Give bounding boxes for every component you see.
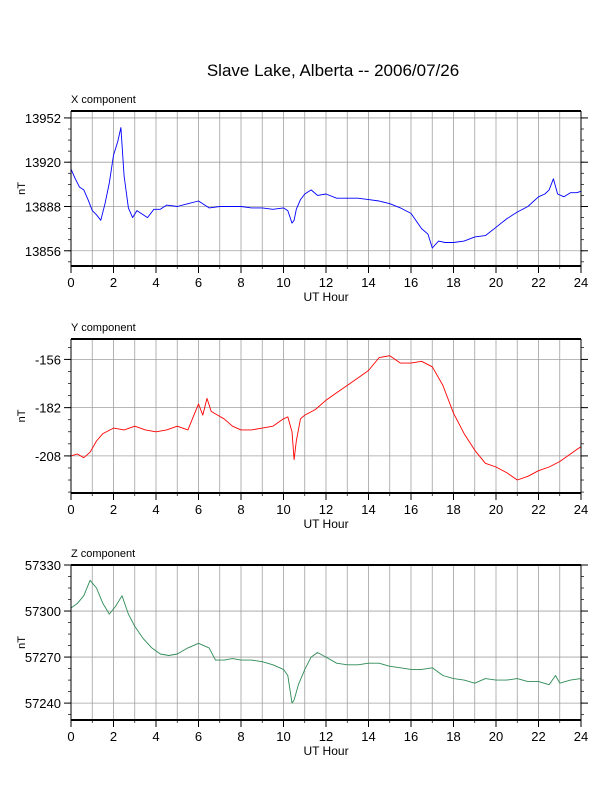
x-tick-label: 18 (446, 275, 460, 290)
y-axis-label: nT (16, 182, 28, 195)
x-tick-label: 24 (574, 275, 588, 290)
chart-title: Slave Lake, Alberta -- 2006/07/26 (207, 61, 459, 80)
x-tick-label: 24 (574, 502, 588, 517)
x-tick-label: 16 (404, 502, 418, 517)
x-tick-label: 18 (446, 729, 460, 744)
y-tick-label: 13920 (25, 155, 61, 170)
y-axis-label: nT (16, 409, 28, 422)
x-tick-label: 22 (531, 729, 545, 744)
x-tick-label: 14 (361, 729, 375, 744)
x-tick-label: 0 (67, 729, 74, 744)
x-tick-label: 16 (404, 729, 418, 744)
series-line (70, 355, 582, 481)
panel-label: Y component (71, 322, 136, 334)
y-tick-label: 57240 (25, 696, 61, 711)
x-tick-label: 4 (152, 275, 159, 290)
x-tick-label: 22 (531, 502, 545, 517)
x-tick-label: 0 (67, 275, 74, 290)
x-tick-label: 6 (195, 275, 202, 290)
x-tick-label: 10 (276, 502, 290, 517)
x-tick-label: 18 (446, 502, 460, 517)
x-tick-label: 20 (489, 729, 503, 744)
y-tick-label: 13856 (25, 244, 61, 259)
x-tick-label: 6 (195, 502, 202, 517)
x-tick-label: 10 (276, 275, 290, 290)
y-tick-label: -208 (35, 449, 61, 464)
x-tick-label: 12 (319, 729, 333, 744)
y-tick-label: 13888 (25, 199, 61, 214)
x-tick-label: 4 (152, 729, 159, 744)
x-tick-label: 24 (574, 729, 588, 744)
x-tick-label: 2 (110, 502, 117, 517)
x-tick-label: 20 (489, 275, 503, 290)
y-tick-label: 57270 (25, 650, 61, 665)
series-line (70, 127, 582, 249)
x-tick-label: 20 (489, 502, 503, 517)
series-line (70, 579, 582, 704)
x-tick-label: 14 (361, 275, 375, 290)
x-axis-label: UT Hour (303, 744, 348, 758)
y-tick-label: -182 (35, 401, 61, 416)
x-tick-label: 10 (276, 729, 290, 744)
x-tick-label: 2 (110, 729, 117, 744)
x-tick-label: 0 (67, 502, 74, 517)
x-axis-label: UT Hour (303, 517, 348, 531)
x-tick-label: 6 (195, 729, 202, 744)
y-tick-label: 57300 (25, 604, 61, 619)
x-tick-label: 12 (319, 275, 333, 290)
x-tick-label: 2 (110, 275, 117, 290)
x-tick-label: 22 (531, 275, 545, 290)
panel-label: X component (71, 94, 136, 106)
y-tick-label: 13952 (25, 111, 61, 126)
x-tick-label: 4 (152, 502, 159, 517)
y-tick-label: -156 (35, 352, 61, 367)
x-tick-label: 8 (237, 729, 244, 744)
panel-label: Z component (71, 548, 135, 560)
x-tick-label: 16 (404, 275, 418, 290)
x-tick-label: 14 (361, 502, 375, 517)
y-tick-label: 57330 (25, 558, 61, 573)
x-tick-label: 12 (319, 502, 333, 517)
x-axis-label: UT Hour (303, 290, 348, 304)
x-tick-label: 8 (237, 502, 244, 517)
y-axis-label: nT (16, 636, 28, 649)
x-tick-label: 8 (237, 275, 244, 290)
